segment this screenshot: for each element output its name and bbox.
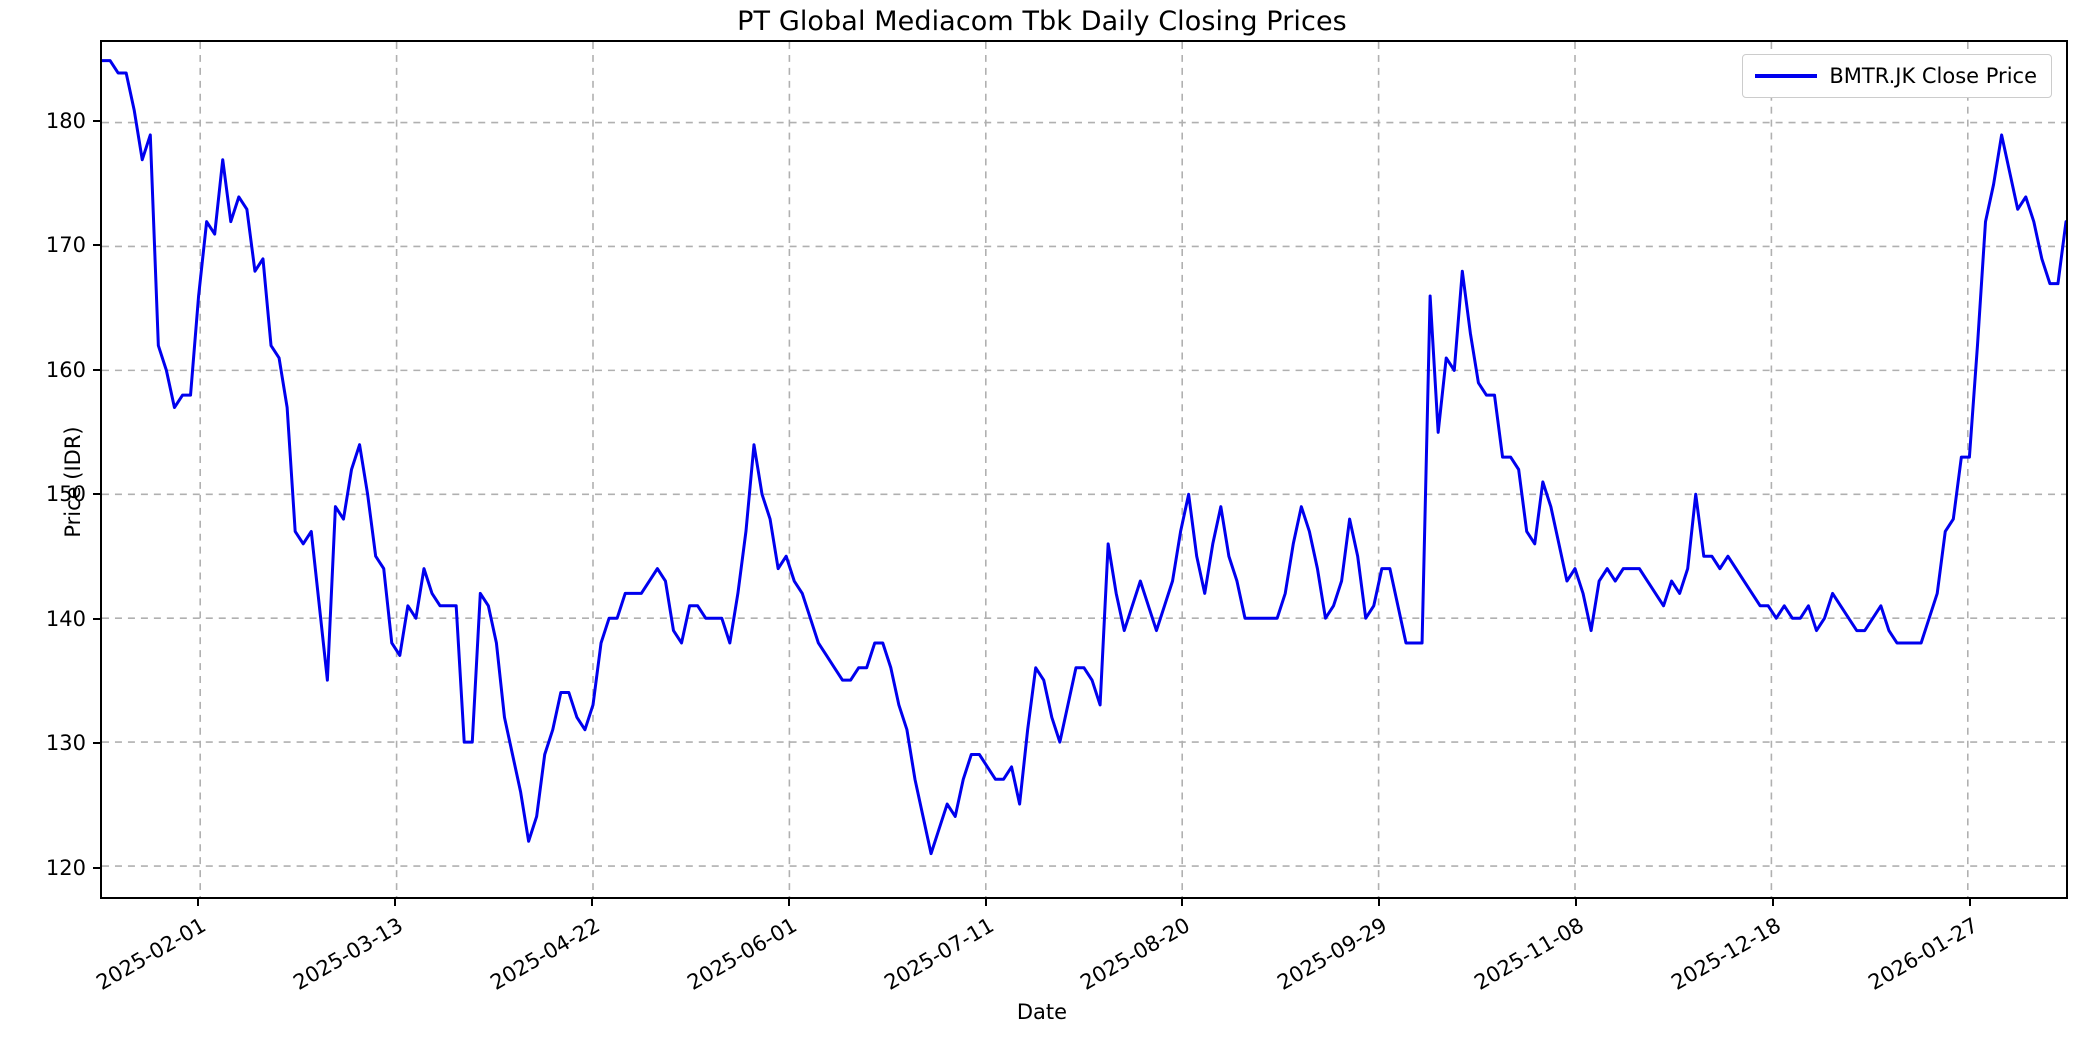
x-axis-label: Date: [1016, 1000, 1068, 1024]
y-tick-label: 150: [45, 482, 86, 507]
x-tick-mark: [1378, 899, 1381, 906]
chart-legend[interactable]: BMTR.JK Close Price: [1742, 54, 2052, 98]
x-tick-mark: [197, 899, 200, 906]
chart-title: PT Global Mediacom Tbk Daily Closing Pri…: [737, 6, 1347, 37]
x-tick-mark: [1181, 899, 1184, 906]
x-tick-mark: [591, 899, 593, 906]
y-tick-label: 180: [45, 108, 86, 133]
plot-area: BMTR.JK Close Price: [100, 40, 2068, 899]
y-tick-mark: [93, 866, 100, 869]
x-tick-mark: [1968, 899, 1971, 906]
legend-label: BMTR.JK Close Price: [1829, 64, 2037, 88]
x-tick-mark: [394, 899, 397, 906]
y-tick-mark: [93, 244, 100, 247]
y-tick-label: 120: [45, 855, 86, 880]
grid-lines: [102, 42, 2066, 897]
x-tick-mark: [1771, 899, 1774, 906]
legend-line-swatch: [1755, 74, 1818, 78]
series-lines: [102, 61, 2066, 854]
y-tick-label: 170: [45, 233, 86, 258]
x-tick-mark: [1575, 899, 1577, 906]
x-tick-mark: [984, 899, 987, 906]
y-tick-mark: [93, 368, 100, 371]
y-tick-mark: [93, 119, 100, 122]
y-tick-mark: [93, 742, 100, 745]
y-tick-label: 140: [45, 606, 86, 631]
y-tick-label: 160: [45, 357, 86, 382]
plot-svg: [102, 42, 2066, 897]
y-tick-mark: [93, 493, 100, 496]
y-tick-label: 130: [45, 731, 86, 756]
x-tick-mark: [787, 899, 790, 906]
y-tick-mark: [93, 617, 100, 620]
